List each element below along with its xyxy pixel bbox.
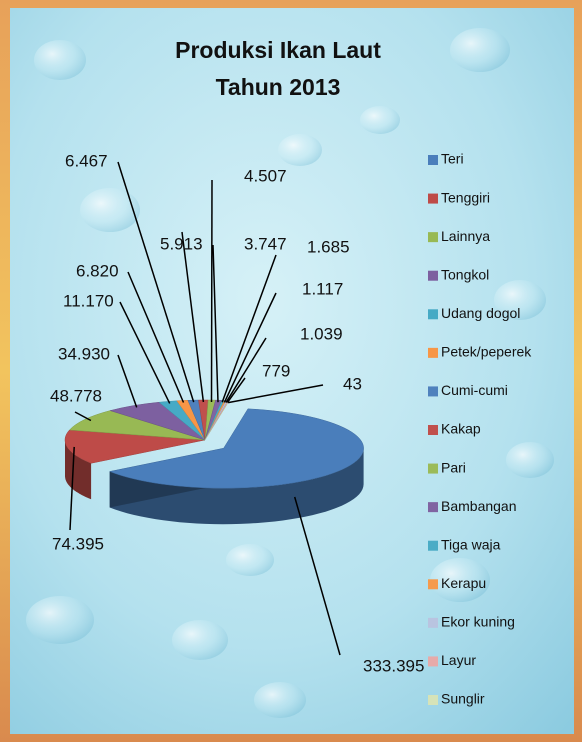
legend-swatch [428,540,438,551]
legend-swatch [428,695,438,705]
data-label: 34.930 [58,344,110,363]
legend-swatch [428,425,438,435]
legend-label: Pari [441,459,466,475]
slice [68,410,206,441]
leader-line [117,161,195,403]
legend-swatch [428,347,438,358]
legend-label: Cumi-cumi [441,382,508,398]
leader-line [127,271,185,403]
legend-label: Sunglir [441,691,485,707]
chart-title: Tahun 2013 [216,74,341,100]
legend-label: Teri [441,151,464,167]
leader-line [227,384,324,404]
data-label: 11.170 [63,291,114,310]
legend-swatch [428,579,438,590]
legend-label: Tiga waja [441,536,501,552]
legend-swatch [428,656,438,667]
legend-swatch [428,309,438,320]
legend-label: Bambangan [441,498,517,514]
leader-line [181,231,205,403]
legend-label: Tenggiri [441,189,490,205]
slice-side [109,448,364,525]
slice [64,429,206,464]
legend-swatch [428,232,438,243]
leader-line [69,446,75,531]
data-label: 333.395 [363,656,424,675]
legend-label: Udang dogol [441,305,520,321]
background-drops [26,28,554,718]
leader-line [119,301,171,404]
leader-line [117,354,138,408]
legend-swatch [428,386,438,397]
data-label: 1.117 [302,279,343,298]
legend-swatch [428,270,438,281]
data-label: 74.395 [52,534,104,553]
legend-swatch [428,617,438,628]
slice [108,408,364,489]
leader-line [293,496,341,656]
legend-label: Tongkol [441,266,489,282]
leader-line [221,254,277,403]
data-label: 779 [262,361,290,380]
pie [64,399,364,525]
data-label: 3.747 [244,234,287,253]
leader-line [226,377,246,403]
data-label: 6.820 [76,261,119,280]
leader-line [210,179,213,403]
data-label: 5.913 [160,234,203,253]
data-labels: 333.395 74.395 48.778 34.930 11.170 6.820 6.46… [50,151,424,675]
legend-label: Lainnya [441,228,490,244]
legend-label: Kerapu [441,575,486,591]
legend-label: Kakap [441,421,481,437]
legend: Teri Tenggiri Lainnya Tongkol Udang dogol Pet… [428,151,532,707]
legend-swatch [428,502,438,513]
legend-swatch [428,155,438,165]
chart-title: Produksi Ikan Laut [175,37,381,63]
leader-line [223,292,277,403]
data-label: 6.467 [65,151,108,170]
leader-line [212,244,219,403]
data-label: 48.778 [50,386,102,405]
legend-swatch [428,463,438,474]
data-label: 1.685 [307,237,350,256]
slice-side [65,440,92,500]
data-label: 1.039 [300,324,343,343]
legend-swatch [428,193,438,204]
leader-line [225,337,267,403]
legend-label: Ekor kuning [441,614,515,630]
data-label: 43 [343,374,362,393]
leader-line [74,411,92,422]
legend-label: Layur [441,652,476,668]
legend-label: Petek/peperek [441,344,532,360]
data-label: 4.507 [244,166,287,185]
panel [10,8,574,734]
